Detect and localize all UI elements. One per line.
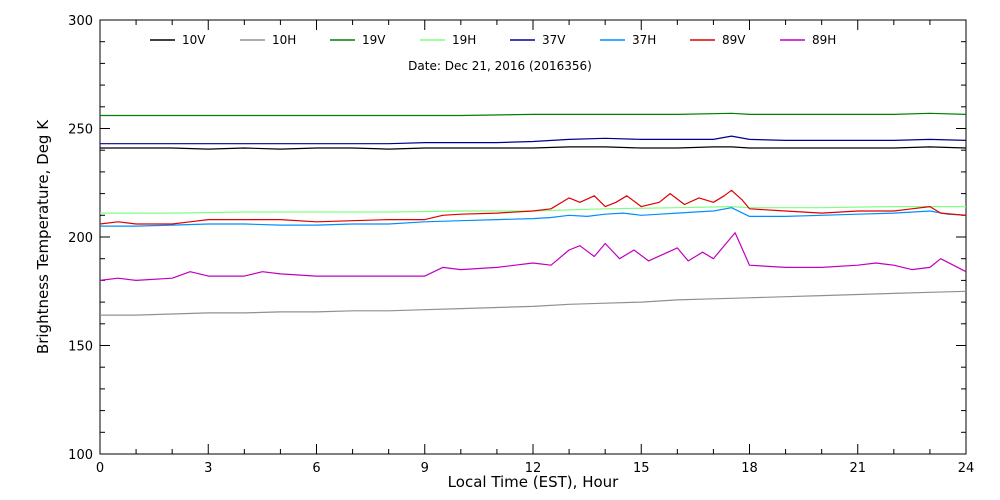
- y-tick-label: 100: [68, 448, 93, 463]
- y-tick-label: 200: [68, 231, 93, 246]
- legend-label-10h: 10H: [272, 33, 296, 47]
- series-lines: [99, 112, 967, 316]
- date-annotation: Date: Dec 21, 2016 (2016356): [408, 59, 592, 73]
- series-line-10h: [100, 290, 967, 316]
- x-tick-label: 6: [312, 461, 320, 476]
- x-tick-label: 24: [958, 461, 975, 476]
- axis-ticks: 0 3 6 9 12 15 18 21 24 100 150 200 250 300: [68, 14, 974, 476]
- legend: 10V 10H 19V 19H 37V 37H 89V 89H: [150, 33, 836, 47]
- x-tick-label: 15: [633, 461, 650, 476]
- legend-label-19v: 19V: [362, 33, 386, 47]
- series-line-89v: [99, 189, 967, 225]
- legend-label-37v: 37V: [542, 33, 566, 47]
- x-tick-label: 18: [741, 461, 758, 476]
- x-tick-label: 21: [849, 461, 866, 476]
- y-tick-label: 250: [68, 123, 93, 138]
- legend-label-19h: 19H: [452, 33, 476, 47]
- series-line-10v: [100, 146, 967, 150]
- series-line-89h: [99, 232, 967, 281]
- legend-label-10v: 10V: [182, 33, 206, 47]
- series-line-19h: [100, 206, 966, 214]
- x-axis-label: Local Time (EST), Hour: [448, 473, 619, 491]
- legend-label-89h: 89H: [812, 33, 836, 47]
- y-axis-label: Brightness Temperature, Deg K: [34, 119, 52, 354]
- y-tick-label: 300: [68, 14, 93, 29]
- x-tick-label: 12: [525, 461, 542, 476]
- x-tick-label: 0: [96, 461, 104, 476]
- legend-label-89v: 89V: [722, 33, 746, 47]
- legend-label-37h: 37H: [632, 33, 656, 47]
- series-line-37h: [100, 207, 967, 227]
- y-tick-label: 150: [68, 340, 93, 355]
- series-line-37v: [100, 135, 967, 145]
- x-tick-label: 9: [421, 461, 429, 476]
- x-tick-label: 3: [204, 461, 212, 476]
- series-line-19v: [100, 112, 967, 117]
